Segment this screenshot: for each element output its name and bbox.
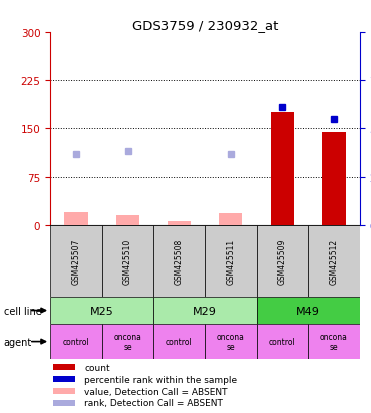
Bar (322, 132, 346, 225)
Bar (50, 225, 102, 297)
Bar (102, 225, 153, 297)
Text: count: count (84, 363, 110, 372)
Bar (271, 113, 294, 225)
Bar (53, 400, 75, 406)
Bar (53, 388, 75, 394)
Bar (50, 324, 102, 359)
Bar (308, 324, 360, 359)
Text: control: control (269, 337, 296, 346)
Bar (64, 212, 88, 225)
Text: GSM425508: GSM425508 (175, 238, 184, 284)
Text: GSM425510: GSM425510 (123, 238, 132, 284)
Text: oncona
se: oncona se (217, 332, 245, 351)
Bar (205, 324, 257, 359)
Bar (153, 324, 205, 359)
Bar (53, 376, 75, 382)
Text: cell line: cell line (4, 306, 42, 316)
Text: oncona
se: oncona se (320, 332, 348, 351)
Title: GDS3759 / 230932_at: GDS3759 / 230932_at (132, 19, 278, 32)
Bar (205, 225, 257, 297)
Bar (168, 222, 191, 225)
Text: M29: M29 (193, 306, 217, 316)
Bar (50, 297, 153, 324)
Bar (219, 214, 242, 225)
Bar (257, 324, 308, 359)
Text: GSM425512: GSM425512 (329, 238, 339, 284)
Text: GSM425511: GSM425511 (226, 238, 235, 284)
Bar (308, 225, 360, 297)
Text: rank, Detection Call = ABSENT: rank, Detection Call = ABSENT (84, 399, 223, 407)
Bar (257, 225, 308, 297)
Bar (53, 364, 75, 370)
Text: agent: agent (4, 337, 32, 347)
Text: value, Detection Call = ABSENT: value, Detection Call = ABSENT (84, 387, 228, 396)
Text: M25: M25 (90, 306, 114, 316)
Text: GSM425507: GSM425507 (71, 238, 81, 285)
Text: M49: M49 (296, 306, 320, 316)
Bar (153, 297, 257, 324)
Text: control: control (63, 337, 89, 346)
Text: percentile rank within the sample: percentile rank within the sample (84, 375, 237, 384)
Bar (153, 225, 205, 297)
Text: control: control (166, 337, 193, 346)
Bar (116, 216, 139, 225)
Bar (257, 297, 360, 324)
Text: oncona
se: oncona se (114, 332, 141, 351)
Bar (102, 324, 153, 359)
Text: GSM425509: GSM425509 (278, 238, 287, 285)
